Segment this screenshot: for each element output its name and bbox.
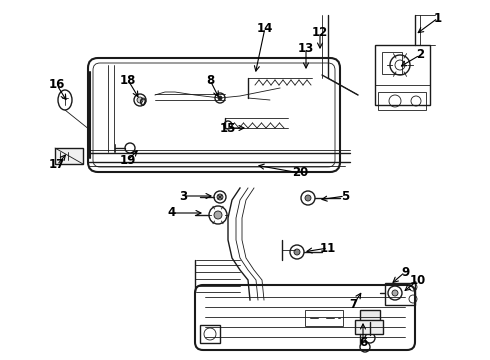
Circle shape <box>392 290 398 296</box>
Circle shape <box>294 249 300 255</box>
Bar <box>305 310 343 326</box>
Bar <box>360 310 380 322</box>
Bar <box>378 92 426 110</box>
Circle shape <box>137 97 143 103</box>
Text: 3: 3 <box>179 189 187 202</box>
Text: 6: 6 <box>359 336 367 348</box>
Text: 2: 2 <box>416 49 424 62</box>
Text: 15: 15 <box>220 122 236 135</box>
Text: 11: 11 <box>320 242 336 255</box>
Text: 16: 16 <box>49 78 65 91</box>
Circle shape <box>305 195 311 201</box>
Bar <box>382 52 402 74</box>
Bar <box>355 320 383 334</box>
Text: 7: 7 <box>349 298 357 311</box>
Bar <box>200 325 220 343</box>
Text: 12: 12 <box>312 26 328 39</box>
Bar <box>375 45 430 105</box>
Circle shape <box>218 96 222 100</box>
Text: 19: 19 <box>120 153 136 166</box>
Circle shape <box>214 211 222 219</box>
Text: 20: 20 <box>292 166 308 180</box>
Text: 9: 9 <box>401 266 409 279</box>
Text: 1: 1 <box>434 12 442 24</box>
Bar <box>55 148 83 164</box>
Text: 8: 8 <box>206 73 214 86</box>
Circle shape <box>217 194 223 200</box>
Text: 18: 18 <box>120 73 136 86</box>
Text: 13: 13 <box>298 41 314 54</box>
Text: 14: 14 <box>257 22 273 35</box>
Text: 10: 10 <box>410 274 426 287</box>
Bar <box>385 283 415 305</box>
Text: 4: 4 <box>168 207 176 220</box>
Text: 17: 17 <box>49 158 65 171</box>
Text: 5: 5 <box>341 189 349 202</box>
